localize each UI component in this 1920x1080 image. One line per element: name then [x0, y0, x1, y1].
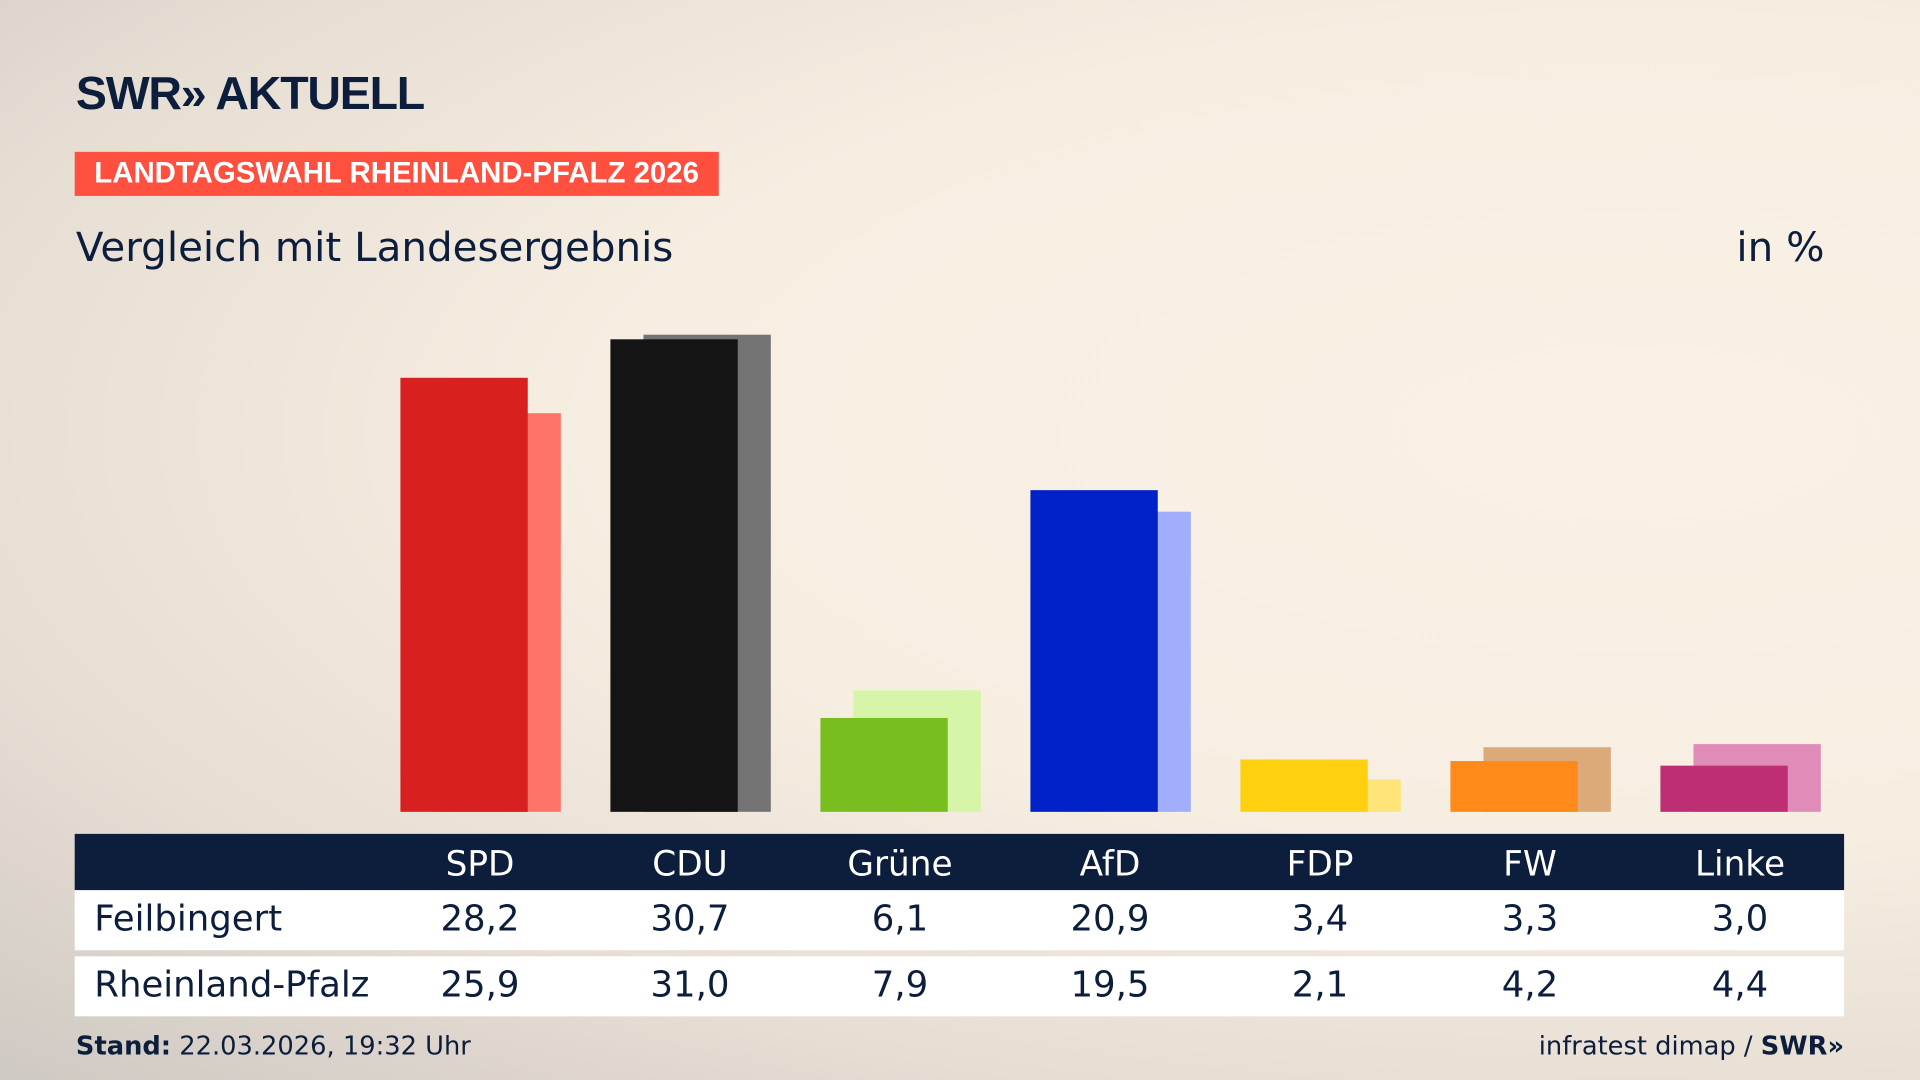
bar-linke-ort [1660, 765, 1788, 812]
swr-footer-logo: SWR» [1760, 1031, 1845, 1061]
value-cell: 30,7 [650, 897, 730, 940]
stand-label: Stand: [75, 1031, 172, 1061]
row-label: Feilbingert [94, 897, 283, 940]
value-cell: 3,0 [1711, 897, 1769, 940]
party-header: AfD [1079, 843, 1141, 885]
bar-spd-ort [400, 377, 528, 812]
value-cell: 31,0 [650, 963, 730, 1006]
party-header: CDU [652, 843, 728, 885]
value-cell: 20,9 [1070, 897, 1150, 940]
value-cell: 3,4 [1291, 897, 1349, 940]
value-cell: 6,1 [871, 897, 929, 940]
value-cell: 3,3 [1501, 897, 1559, 940]
value-cell: 19,5 [1070, 963, 1150, 1006]
bar-fw-ort [1450, 761, 1578, 812]
party-header: SPD [445, 843, 515, 885]
party-header: Grüne [847, 843, 953, 885]
table-row-rheinland-pfalz: Rheinland-Pfalz 25,9 31,0 7,9 19,5 2,1 4,2 4,4 [74, 956, 1845, 1017]
table-header: SPD CDU Grüne AfD FDP FW Linke [74, 833, 1845, 891]
source-text: infratest dimap / [1538, 1031, 1753, 1061]
election-badge: LANDTAGSWAHL RHEINLAND-PFALZ 2026 [74, 151, 719, 196]
value-cell: 28,2 [440, 897, 520, 940]
party-header: FDP [1286, 843, 1354, 885]
party-header: Linke [1694, 843, 1786, 885]
value-cell: 4,2 [1501, 963, 1559, 1006]
party-header: FW [1503, 843, 1557, 885]
bar-cdu-ort [610, 339, 738, 812]
chart-subtitle: Vergleich mit Landesergebnis [75, 222, 674, 271]
bar-afd-ort [1030, 490, 1158, 812]
stand-value: 22.03.2026, 19:32 Uhr [179, 1031, 471, 1061]
value-cell: 7,9 [871, 963, 929, 1006]
row-label: Rheinland-Pfalz [94, 963, 370, 1006]
source: infratest dimap / SWR» [1539, 1031, 1844, 1060]
unit-label: in % [1736, 222, 1825, 271]
bar-fdp-ort [1240, 759, 1368, 812]
value-cell: 4,4 [1711, 963, 1769, 1006]
value-cell: 25,9 [440, 963, 520, 1006]
timestamp: Stand: 22.03.2026, 19:32 Uhr [76, 1031, 471, 1060]
table-row-feilbingert: Feilbingert 28,2 30,7 6,1 20,9 3,4 3,3 3,0 [74, 890, 1845, 951]
bar-grüne-ort [820, 717, 948, 812]
value-cell: 2,1 [1291, 963, 1349, 1006]
swr-aktuell-logo: SWR» AKTUELL [75, 68, 425, 121]
